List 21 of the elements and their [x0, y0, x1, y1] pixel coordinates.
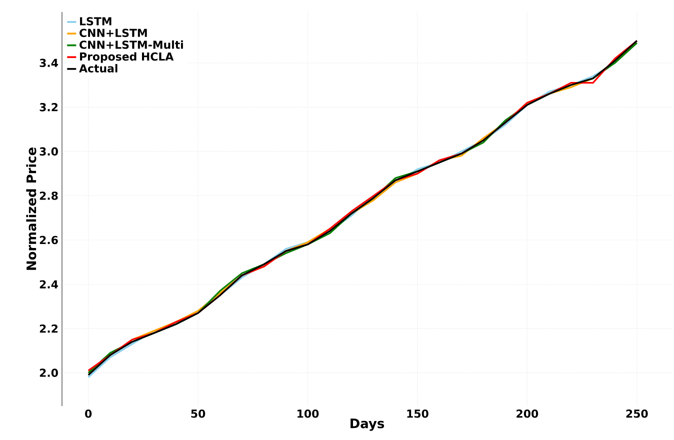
x-tick-label: 100 — [298, 410, 319, 418]
y-tick-label: 3.0 — [40, 147, 58, 156]
legend-label: Proposed HCLA — [80, 52, 174, 63]
y-tick-label: 2.6 — [40, 236, 58, 244]
y-tick-label: 2.0 — [40, 368, 58, 377]
y-tick-label: 3.4 — [40, 58, 58, 68]
y-tick-label: 2.8 — [40, 192, 58, 200]
x-tick-label: 200 — [516, 410, 538, 418]
x-axis-title: Days — [350, 418, 384, 431]
y-tick-label: 3.2 — [40, 103, 58, 112]
legend-label: LSTM — [80, 17, 112, 26]
x-tick-label: 50 — [191, 410, 206, 418]
y-axis-title: Normalized Price — [26, 148, 36, 270]
y-tick-label: 2.4 — [40, 280, 58, 288]
legend-label: CNN+LSTM-Multi — [80, 40, 183, 49]
legend-label: Actual — [79, 64, 118, 73]
x-tick-label: 250 — [626, 410, 648, 418]
y-tick-label: 2.2 — [40, 324, 58, 333]
x-tick-label: 0 — [85, 410, 92, 418]
x-tick-label: 150 — [407, 410, 428, 418]
legend-label: CNN+LSTM — [80, 28, 147, 38]
